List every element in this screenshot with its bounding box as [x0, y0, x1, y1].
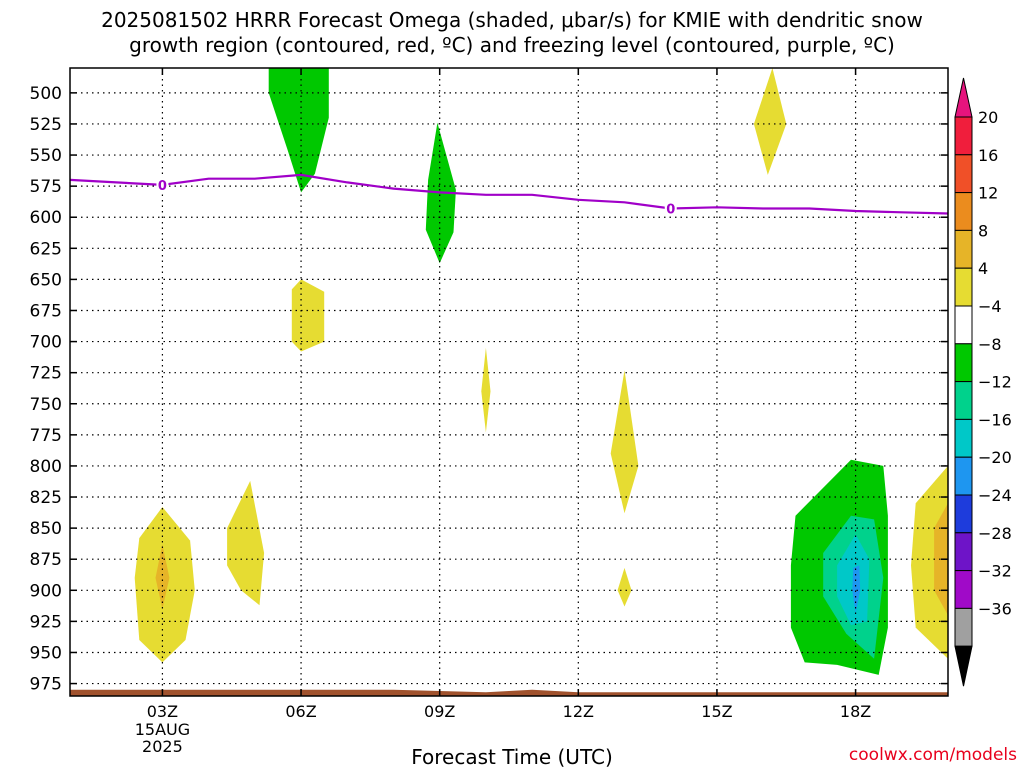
chart-title: 2025081502 HRRR Forecast Omega (shaded, …	[0, 8, 1024, 58]
plot-frame	[69, 67, 949, 697]
y-tick-label-500: 500	[30, 84, 62, 104]
y-tick-label-950: 950	[30, 643, 62, 663]
colorbar-label-7: −12	[978, 373, 1012, 392]
colorbar-label-6: −8	[978, 335, 1002, 354]
y-tick-label-750: 750	[30, 395, 62, 415]
y-tick-label-725: 725	[30, 364, 62, 384]
grid-lines	[70, 68, 948, 696]
y-tick-label-925: 925	[30, 612, 62, 632]
colorbar-label-3: 8	[978, 221, 988, 240]
colorbar-swatch-7	[954, 381, 973, 420]
colorbar-label-2: 12	[978, 184, 998, 203]
colorbar-label-8: −16	[978, 410, 1012, 429]
colorbar-swatch-6	[954, 343, 973, 383]
omega-region-yellow-05z	[227, 480, 265, 606]
freezing-level-line	[69, 173, 949, 215]
terrain-layer	[70, 689, 948, 696]
chart-title-line-1: 2025081502 HRRR Forecast Omega (shaded, …	[101, 8, 923, 32]
y-tick-label-975: 975	[30, 675, 62, 695]
colorbar-bottom-triangle	[954, 645, 973, 687]
y-tick-label-825: 825	[30, 488, 62, 508]
colorbar-label-12: −32	[978, 562, 1012, 581]
y-tick-label-575: 575	[30, 177, 62, 197]
colorbar-label-4: 4	[978, 259, 988, 278]
freezing-level-layer: 00	[69, 173, 949, 218]
colorbar-label-9: −20	[978, 448, 1012, 467]
y-tick-label-700: 700	[30, 333, 62, 353]
y-tick-label-550: 550	[30, 146, 62, 166]
chart-title-line-2: growth region (contoured, red, ºC) and f…	[129, 33, 895, 57]
axes: 500 525 550 575 600 625 650 675 700 725 750 775 800 8…	[30, 67, 949, 756]
colorbar-swatch-8	[954, 418, 973, 458]
omega-region-orange-03z	[155, 544, 170, 609]
colorbar-swatch-5	[954, 305, 973, 345]
freezing-label-bg-0	[156, 177, 169, 192]
y-tick-label-900: 900	[30, 581, 62, 601]
x-tick-label-03Z: 03Z	[147, 702, 178, 721]
x-axis-label: Forecast Time (UTC)	[411, 745, 613, 769]
omega-region-yellow-10z	[481, 347, 491, 433]
y-tick-label-875: 875	[30, 550, 62, 570]
y-tick-label-775: 775	[30, 426, 62, 446]
omega-region-blue-18z	[852, 565, 861, 613]
colorbar-label-1: 16	[978, 146, 998, 165]
y-tick-label-600: 600	[30, 208, 62, 228]
x-tick-label-18Z: 18Z	[840, 702, 871, 721]
colorbar-swatch-10	[954, 494, 973, 534]
colorbar-label-0: 20	[978, 108, 998, 127]
colorbar-swatch-12	[954, 570, 973, 609]
omega-region-yellow-20z	[911, 465, 948, 659]
x-tick-sublabel-03Z-1: 2025	[142, 737, 183, 756]
colorbar-swatch-1	[954, 154, 973, 194]
terrain-fill	[70, 689, 948, 696]
y-tick-label-525: 525	[30, 115, 62, 135]
colorbar-top-triangle	[954, 77, 973, 118]
x-tick-label-09Z: 09Z	[424, 702, 455, 721]
omega-region-green-06z-upper	[268, 68, 329, 193]
x-tick-label-12Z: 12Z	[563, 702, 594, 721]
colorbar-swatch-4	[954, 267, 973, 307]
freezing-level-label-1: 0	[666, 203, 675, 218]
colorbar-swatch-13	[954, 607, 973, 647]
freezing-label-bg-1	[664, 201, 677, 216]
colorbar-label-5: −4	[978, 297, 1002, 316]
y-tick-label-675: 675	[30, 301, 62, 321]
colorbar-swatch-2	[954, 192, 973, 231]
colorbar-label-13: −36	[978, 599, 1012, 618]
colorbar-label-11: −28	[978, 524, 1012, 543]
colorbar-swatch-3	[954, 229, 973, 269]
omega-region-yellow-16z-upper	[753, 68, 787, 175]
colorbar: 20 16 12 8 4 −4 −8 −12 −16 −20 −24 −28 −32 −36	[954, 77, 1012, 687]
freezing-level-label-0: 0	[158, 179, 167, 194]
omega-region-yellow-13z	[610, 370, 639, 514]
colorbar-swatch-0	[954, 116, 973, 156]
colorbar-swatch-11	[954, 532, 973, 572]
colorbar-swatch-9	[954, 456, 973, 496]
omega-shading	[134, 68, 948, 675]
x-tick-sublabel-03Z-0: 15AUG	[135, 720, 190, 739]
omega-region-yellow-06z-mid	[291, 279, 325, 352]
omega-region-yellow-13z-low	[617, 567, 632, 607]
credit-text: coolwx.com/models	[848, 745, 1017, 765]
colorbar-label-10: −24	[978, 486, 1012, 505]
y-tick-label-800: 800	[30, 457, 62, 477]
y-tick-label-625: 625	[30, 239, 62, 259]
y-tick-label-850: 850	[30, 519, 62, 539]
y-tick-label-650: 650	[30, 270, 62, 290]
x-tick-label-15Z: 15Z	[701, 702, 732, 721]
x-tick-label-06Z: 06Z	[285, 702, 316, 721]
